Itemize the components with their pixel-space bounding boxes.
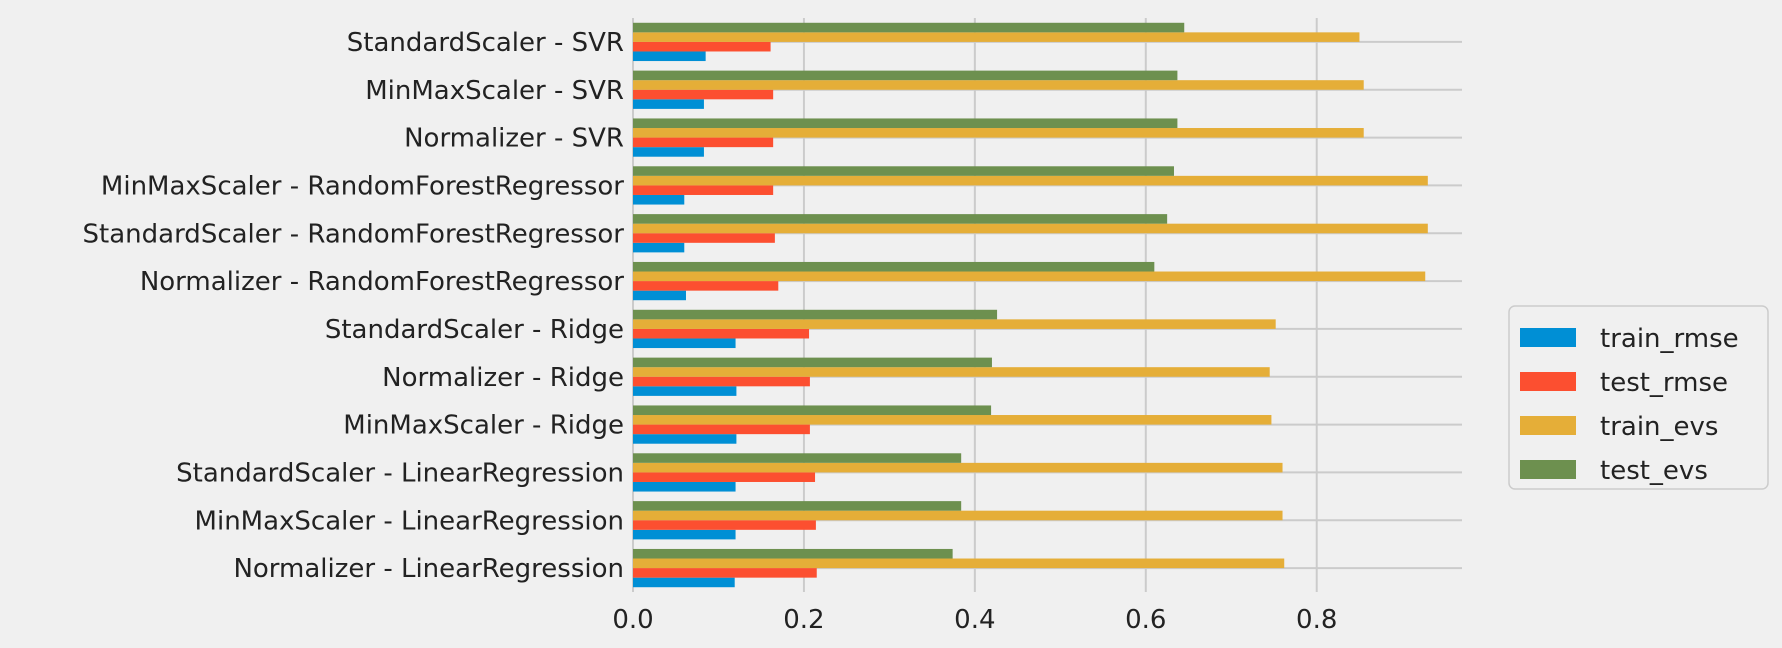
category-label: Normalizer - Ridge — [382, 363, 624, 393]
bar-train_rmse — [633, 577, 735, 588]
category-label: Normalizer - LinearRegression — [233, 554, 624, 584]
legend-label: train_evs — [1600, 412, 1718, 442]
legend-swatch — [1520, 372, 1576, 391]
category-label: MinMaxScaler - Ridge — [343, 411, 624, 441]
bar-train_rmse — [633, 290, 686, 301]
bar-train_rmse — [633, 338, 736, 349]
bar-test_evs — [633, 166, 1174, 176]
bar-test_evs — [633, 261, 1155, 272]
category-label: StandardScaler - RandomForestRegressor — [83, 219, 625, 249]
category-label: Normalizer - SVR — [404, 124, 624, 154]
bar-test_rmse — [633, 137, 774, 148]
x-axis-ticks: 0.0 0.2 0.4 0.6 0.8 — [612, 605, 1337, 635]
bar-train_evs — [633, 462, 1283, 473]
bar-train_rmse — [633, 434, 737, 444]
bar-test_evs — [633, 501, 962, 511]
category-label: StandardScaler - LinearRegression — [176, 458, 624, 488]
category-label: MinMaxScaler - SVR — [365, 76, 624, 106]
bar-train_rmse — [633, 99, 704, 109]
x-tick-label: 0.0 — [612, 605, 653, 635]
x-tick-label: 0.2 — [783, 605, 824, 635]
legend: train_rmse test_rmse train_evs test_evs — [1508, 305, 1769, 490]
bar-train_rmse — [633, 242, 685, 253]
bar-test_evs — [633, 453, 962, 463]
category-labels: StandardScaler - SVR MinMaxScaler - SVR No… — [83, 28, 625, 584]
bar-train_rmse — [633, 386, 737, 396]
bar-train_evs — [633, 128, 1364, 138]
bar-test_rmse — [633, 185, 774, 195]
bar-train_rmse — [633, 529, 736, 540]
bar-test_evs — [633, 22, 1185, 33]
category-label: StandardScaler - Ridge — [325, 315, 624, 345]
category-label: Normalizer - RandomForestRegressor — [140, 267, 624, 297]
bar-train_evs — [633, 415, 1272, 425]
bar-test_rmse — [633, 568, 817, 578]
bars — [633, 22, 1428, 588]
bar-test_evs — [633, 357, 992, 368]
bar-test_evs — [633, 214, 1168, 224]
bar-train_evs — [633, 558, 1285, 569]
bar-train_evs — [633, 271, 1426, 282]
legend-swatch — [1520, 416, 1576, 435]
bar-test_evs — [633, 309, 998, 320]
bar-test_rmse — [633, 328, 810, 339]
bar-train_evs — [633, 80, 1364, 90]
category-label: MinMaxScaler - RandomForestRegressor — [101, 171, 624, 201]
legend-label: train_rmse — [1600, 324, 1739, 354]
bar-test_rmse — [633, 520, 816, 530]
x-tick-label: 0.8 — [1296, 605, 1337, 635]
legend-swatch — [1520, 460, 1576, 479]
bar-test_rmse — [633, 376, 810, 387]
bar-train_evs — [633, 367, 1270, 377]
bar-test_rmse — [633, 89, 774, 100]
bar-train_evs — [633, 32, 1360, 42]
bar-test_rmse — [633, 472, 816, 482]
legend-swatch — [1520, 328, 1576, 347]
bar-train_rmse — [633, 51, 706, 62]
bar-test_evs — [633, 118, 1178, 129]
bar-test_rmse — [633, 233, 775, 243]
category-label: StandardScaler - SVR — [347, 28, 624, 58]
bar-test_rmse — [633, 281, 779, 291]
bar-test_evs — [633, 405, 992, 416]
legend-label: test_rmse — [1600, 368, 1728, 398]
bar-train_evs — [633, 510, 1283, 521]
bar-train_rmse — [633, 194, 685, 205]
bar-test_evs — [633, 548, 953, 559]
x-tick-label: 0.6 — [1125, 605, 1166, 635]
bar-test_evs — [633, 70, 1178, 81]
bar-train_evs — [633, 319, 1276, 329]
bar-train_rmse — [633, 481, 736, 492]
bar-train_rmse — [633, 147, 704, 157]
x-tick-label: 0.4 — [954, 605, 995, 635]
bar-train_evs — [633, 175, 1428, 186]
category-label: MinMaxScaler - LinearRegression — [195, 506, 624, 536]
bar-train_evs — [633, 223, 1428, 234]
legend-box — [1508, 305, 1769, 490]
legend-label: test_evs — [1600, 456, 1708, 486]
bar-test_rmse — [633, 424, 810, 435]
bar-test_rmse — [633, 41, 771, 52]
